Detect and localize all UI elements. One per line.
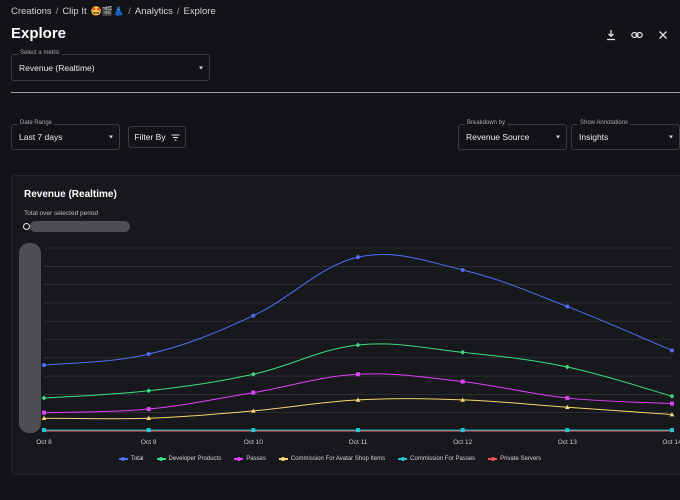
copy-link-button[interactable]: [630, 28, 644, 42]
breadcrumb: Creations / Clip It 🤩🎬👗 / Analytics / Ex…: [11, 6, 216, 17]
annotations-label: Show Annotations: [578, 120, 631, 126]
breadcrumb-creations[interactable]: Creations: [11, 6, 52, 17]
legend-label: Developer Products: [168, 456, 222, 462]
breadcrumb-analytics[interactable]: Analytics: [134, 6, 173, 17]
redacted-total-value: [30, 221, 130, 232]
info-icon: [23, 223, 30, 230]
breadcrumb-emojis: 🤩🎬👗: [90, 6, 125, 16]
date-range-select[interactable]: Date Range Last 7 days: [11, 120, 120, 150]
filter-by-label: Filter By: [134, 132, 166, 142]
legend-label: Total: [130, 456, 144, 462]
legend-label: Passes: [246, 456, 266, 462]
chart-title: Revenue (Realtime): [24, 189, 117, 200]
breadcrumb-separator: /: [55, 6, 59, 17]
download-icon: [607, 30, 615, 41]
legend-swatch: [156, 456, 166, 461]
filter-by-button[interactable]: Filter By: [128, 126, 186, 148]
breadcrumb-separator: /: [128, 6, 131, 17]
chevron-down-icon: [199, 66, 203, 69]
legend-item[interactable]: Commission For Avatar Shop Items: [278, 456, 386, 462]
close-icon: [659, 31, 667, 39]
metric-select-value: Revenue (Realtime): [19, 62, 95, 73]
breadcrumb-clip-it[interactable]: Clip It: [62, 6, 87, 17]
close-button[interactable]: [656, 28, 670, 42]
legend-label: Commission For Passes: [410, 456, 476, 462]
legend-label: Commission For Avatar Shop Items: [290, 456, 386, 462]
chart-legend: Total Developer Products Passes Commission …: [0, 456, 680, 462]
chart-subtitle: Total over selected period: [24, 210, 99, 217]
page-actions: [604, 28, 670, 42]
download-button[interactable]: [604, 28, 618, 42]
legend-item[interactable]: Private Servers: [488, 456, 541, 462]
section-divider: [11, 92, 680, 93]
filter-icon: [171, 134, 180, 140]
chevron-down-icon: [109, 135, 113, 139]
breadcrumb-separator: /: [176, 6, 180, 17]
link-icon: [631, 31, 643, 39]
metric-select-label: Select a metric: [18, 50, 62, 56]
redacted-y-axis: [19, 243, 41, 433]
date-range-value: Last 7 days: [19, 132, 63, 142]
legend-swatch: [488, 456, 498, 461]
date-range-label: Date Range: [18, 120, 55, 126]
breakdown-select[interactable]: Breakdown by Revenue Source: [458, 120, 567, 150]
breakdown-label: Breakdown by: [465, 120, 508, 126]
breadcrumb-explore: Explore: [183, 6, 216, 17]
breakdown-value: Revenue Source: [466, 132, 530, 142]
metric-select[interactable]: Select a metric Revenue (Realtime): [11, 50, 210, 81]
chart-card: Revenue (Realtime) Total over selected p…: [11, 175, 680, 475]
legend-item[interactable]: Developer Products: [156, 456, 222, 462]
legend-label: Private Servers: [500, 456, 542, 462]
legend-swatch: [118, 456, 128, 461]
legend-swatch: [234, 456, 244, 461]
legend-swatch: [278, 456, 288, 461]
legend-item[interactable]: Commission For Passes: [398, 456, 475, 462]
chevron-down-icon: [669, 135, 673, 139]
legend-swatch: [398, 456, 408, 461]
annotations-value: Insights: [579, 132, 609, 142]
annotations-select[interactable]: Show Annotations Insights: [571, 120, 680, 150]
page-title: Explore: [11, 25, 67, 42]
legend-item[interactable]: Total: [118, 456, 144, 462]
chevron-down-icon: [556, 135, 560, 139]
legend-item[interactable]: Passes: [234, 456, 266, 462]
